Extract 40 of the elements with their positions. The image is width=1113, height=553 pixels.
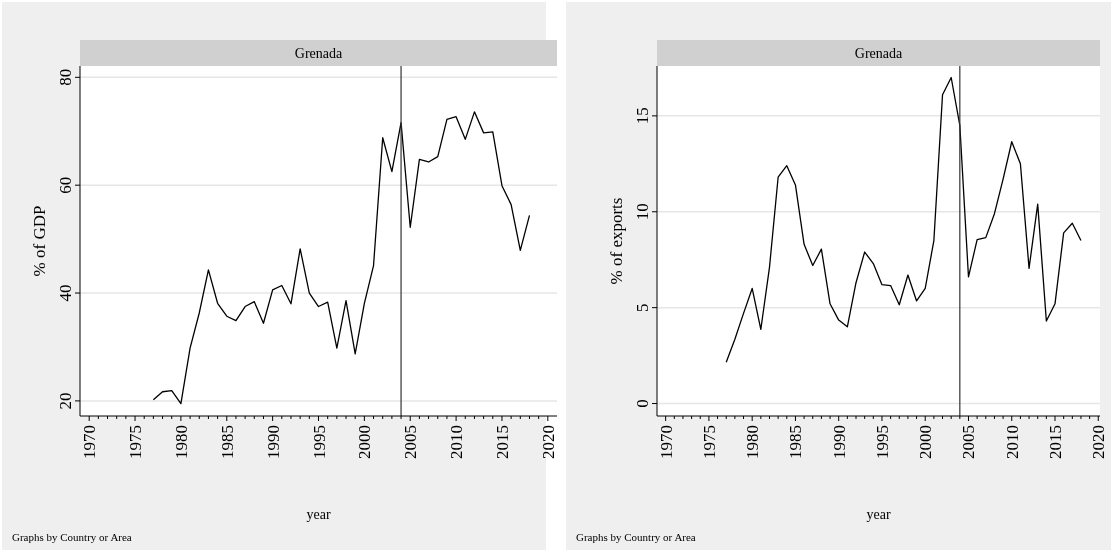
x-tick-label: 1975 xyxy=(699,425,719,459)
x-tick-label: 1975 xyxy=(126,425,146,459)
x-tick-label: 2020 xyxy=(538,425,558,459)
x-tick-label: 1980 xyxy=(743,425,763,459)
line-series xyxy=(725,76,1082,363)
line-series xyxy=(152,111,531,405)
chart-title: Grenada xyxy=(854,46,903,61)
x-tick-label: 1990 xyxy=(829,425,849,459)
x-tick-label: 1985 xyxy=(786,425,806,459)
x-tick-label: 2005 xyxy=(959,425,979,459)
chart-title: Grenada xyxy=(294,46,343,61)
text: Graphs by Country or Area xyxy=(576,531,696,543)
x-tick-label: 2000 xyxy=(916,425,936,459)
x-axis-title: year xyxy=(866,507,891,522)
x-tick-label: 2015 xyxy=(492,425,512,459)
y-tick-label: 20 xyxy=(56,392,75,410)
x-tick-label: 1980 xyxy=(171,425,191,459)
x-tick-label: 1990 xyxy=(263,425,283,459)
y-tick-label: 0 xyxy=(633,399,652,408)
y-tick-label: 10 xyxy=(633,203,652,221)
x-tick-label: 2005 xyxy=(401,425,421,459)
y-axis-title: % of GDP xyxy=(30,205,49,277)
y-tick-label: 40 xyxy=(56,284,75,302)
y-tick-label: 80 xyxy=(56,68,75,86)
x-tick-label: 2020 xyxy=(1089,425,1109,459)
x-tick-label: 2010 xyxy=(447,425,467,459)
y-tick-label: 5 xyxy=(633,303,652,312)
x-tick-label: 1995 xyxy=(872,425,892,459)
y-tick-label: 15 xyxy=(633,107,652,125)
x-tick-label: 1995 xyxy=(309,425,329,459)
x-axis-title: year xyxy=(306,507,331,522)
x-tick-label: 1970 xyxy=(656,425,676,459)
y-axis-title: % of exports xyxy=(607,197,626,285)
x-tick-label: 1970 xyxy=(80,425,100,459)
y-tick-label: 60 xyxy=(56,176,75,194)
text: Graphs by Country or Area xyxy=(12,531,132,543)
x-tick-label: 2015 xyxy=(1046,425,1066,459)
x-tick-label: 1985 xyxy=(217,425,237,459)
x-tick-label: 2000 xyxy=(355,425,375,459)
x-tick-label: 2010 xyxy=(1002,425,1022,459)
